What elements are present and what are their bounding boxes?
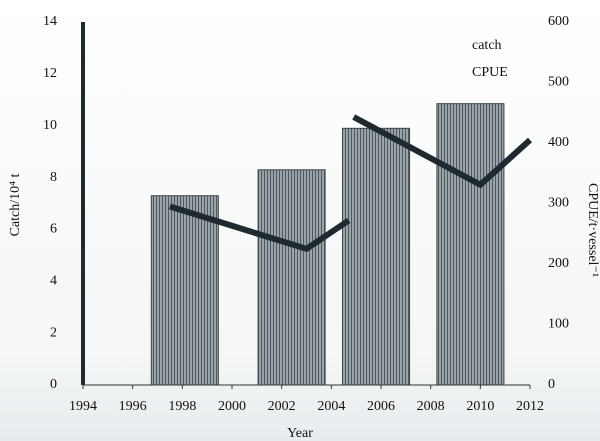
legend-label: CPUE <box>472 65 508 80</box>
x-tick-label: 2006 <box>367 399 395 414</box>
bar <box>436 103 505 386</box>
y2-tick-label: 0 <box>548 377 555 392</box>
y-tick-label: 6 <box>50 222 57 237</box>
cpue-line <box>169 203 351 253</box>
x-tick-label: 1998 <box>168 399 196 414</box>
y2-tick-label: 100 <box>548 317 569 332</box>
y2-tick-label: 200 <box>548 256 569 271</box>
y2-tick-label: 500 <box>548 75 569 90</box>
y-tick-label: 4 <box>50 274 57 289</box>
x-tick-label: 1996 <box>119 399 147 414</box>
x-tick-label: 2004 <box>317 399 345 414</box>
x-tick-label: 2010 <box>466 399 494 414</box>
y-tick-label: 8 <box>50 170 57 185</box>
bar <box>257 169 326 386</box>
y2-tick-label: 400 <box>548 135 569 150</box>
x-tick-label: 2012 <box>516 399 544 414</box>
x-tick-label: 2008 <box>417 399 445 414</box>
x-axis-label: Year <box>287 426 313 441</box>
legend-label: catch <box>472 38 502 53</box>
bar <box>150 195 219 386</box>
y-tick-label: 10 <box>43 118 57 133</box>
y-tick-label: 2 <box>50 325 57 340</box>
y2-axis-label: CPUE/t·vessel⁻¹ <box>585 183 600 277</box>
y2-tick-label: 600 <box>548 14 569 29</box>
x-tick-label: 2002 <box>268 399 296 414</box>
y2-tick-label: 300 <box>548 196 569 211</box>
cpue-line <box>352 114 533 189</box>
x-tick-label: 1994 <box>69 399 97 414</box>
y-tick-label: 14 <box>43 14 57 29</box>
x-tick-label: 2000 <box>218 399 246 414</box>
y-tick-label: 12 <box>43 66 57 81</box>
y-tick-label: 0 <box>50 377 57 392</box>
bar <box>342 127 411 386</box>
y-axis-label: Catch/10⁴ t <box>8 173 23 236</box>
